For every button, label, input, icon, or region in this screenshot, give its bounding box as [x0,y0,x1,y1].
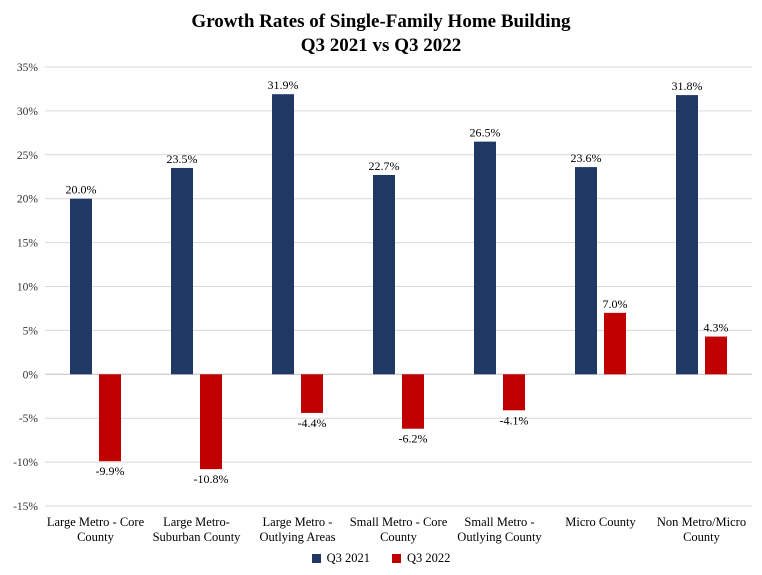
category-label-line: County [683,530,721,544]
bar-q3-2022 [99,374,121,462]
bar-q3-2021 [272,94,294,375]
y-tick-label: 5% [23,325,39,337]
category-label: Large Metro - Core County [47,515,145,544]
y-tick-label: -15% [13,501,38,513]
category-label-line: Outlying County [457,530,542,544]
data-label: 7.0% [603,297,628,311]
category-label-line: Small Metro - [464,515,534,529]
bar-q3-2021 [171,167,193,375]
y-tick-label: -10% [13,457,38,469]
legend-label-q3-2021: Q3 2021 [326,551,370,565]
bar-q3-2022 [200,374,222,470]
legend-label-q3-2022: Q3 2022 [407,551,451,565]
data-label: 20.0% [66,183,97,197]
bar-q3-2021 [676,95,698,375]
category-label: Small Metro -Outlying County [457,515,542,544]
y-tick-label: 25% [17,150,39,162]
category-label: Large Metro -Outlying Areas [259,515,335,544]
data-label: -6.2% [399,432,428,446]
bar-q3-2022 [503,374,525,411]
bar-q3-2021 [474,141,496,375]
bar-q3-2022 [604,312,626,375]
category-label-line: Suburban County [153,530,242,544]
data-label: -4.1% [500,413,529,427]
category-label-line: Large Metro- [163,515,230,529]
data-label: 22.7% [369,159,400,173]
category-label-line: County [77,530,115,544]
chart-legend: Q3 2021 Q3 2022 [0,551,762,566]
category-label-line: Micro County [565,515,636,529]
category-label-line: Non Metro/Micro [657,515,746,529]
category-label-line: Small Metro - Core [350,515,448,529]
data-label: -9.9% [96,464,125,478]
legend-swatch-q3-2022 [392,554,401,563]
category-label: Non Metro/Micro County [657,515,746,544]
bar-q3-2022 [301,374,323,413]
bar-q3-2021 [373,174,395,375]
category-label: Micro County [565,515,636,529]
y-tick-label: -5% [19,413,39,425]
legend-item-q3-2022: Q3 2022 [392,551,450,566]
data-label: 4.3% [704,321,729,335]
category-label: Large Metro-Suburban County [153,515,242,544]
y-tick-label: 30% [17,106,39,118]
category-label-line: Large Metro - [263,515,333,529]
y-tick-label: 0% [23,369,39,381]
category-label: Small Metro - Core County [350,515,448,544]
legend-swatch-q3-2021 [311,554,321,563]
y-tick-label: 20% [17,194,39,206]
category-label-line: Outlying Areas [259,530,335,544]
data-label: 23.6% [571,151,602,165]
data-label: 23.5% [167,152,198,166]
legend-item-q3-2021: Q3 2021 [311,551,370,566]
y-tick-label: 35% [17,62,39,74]
bar-q3-2021 [70,198,92,375]
data-label: 31.8% [672,79,703,93]
data-label: -4.4% [298,416,327,430]
bar-q3-2022 [705,336,727,375]
chart-subtitle: Q3 2021 vs Q3 2022 [300,35,462,56]
data-label: -10.8% [194,472,229,486]
y-tick-label: 15% [17,238,39,250]
category-label-line: County [380,530,418,544]
data-label: 31.9% [268,78,299,92]
bar-q3-2022 [402,374,424,429]
y-tick-label: 10% [17,282,39,294]
category-label-line: Large Metro - Core [47,515,145,529]
data-label: 26.5% [470,126,501,140]
bar-q3-2021 [575,167,597,375]
chart-title: Growth Rates of Single-Family Home Build… [191,11,571,32]
